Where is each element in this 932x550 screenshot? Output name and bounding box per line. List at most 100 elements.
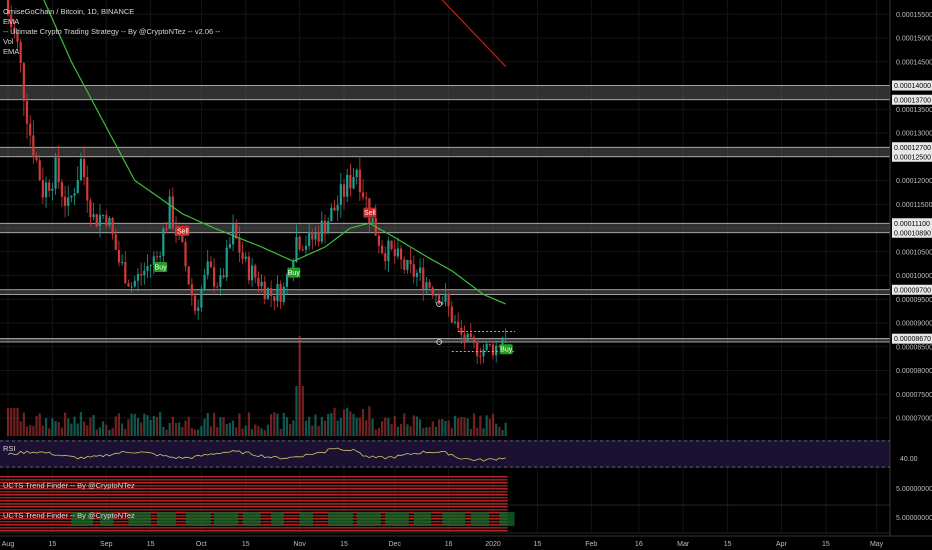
legend-strategy[interactable]: -- Ultimate Crypto Trading Strategy -- B… [3,27,221,36]
candle-body [390,240,393,250]
volume-bar [301,386,304,436]
legend-vol[interactable]: Vol [3,37,14,46]
volume-bar [466,418,469,436]
signal-label: Sell [364,210,376,217]
trend-stripe [356,512,381,526]
volume-bar [76,423,79,436]
volume-bar [488,418,491,436]
trend-stripe [0,506,508,508]
candle-body [140,274,143,276]
candle-body [155,256,159,258]
trend-pane-1 [0,476,890,506]
trend-pane-2-title[interactable]: UCTS Trend Finder -- By @CryptoNTez [3,511,135,520]
trend-stripe [328,512,354,526]
volume-bar [403,413,406,436]
candle-body [76,180,79,194]
volume-bar [200,425,203,436]
trend-stripe [442,512,466,526]
volume-bar [13,408,16,436]
volume-bar [254,424,257,436]
volume-bar [190,428,193,436]
candle-body [301,249,304,251]
trend-pane-2 [0,506,890,534]
level-tag [892,227,932,238]
volume-bar [206,412,209,436]
candle-body [73,193,76,196]
volume-bar [504,422,507,436]
candle-body [409,259,412,265]
volume-bar [384,417,387,436]
trend-stripe [0,485,508,487]
candle-body [38,160,41,181]
legend-ema[interactable]: EMA [3,17,20,26]
trend-stripe [0,503,508,505]
volume-bar [447,420,450,436]
signal-badge [176,225,190,236]
candle-body [146,266,149,271]
volume-bar [273,412,276,436]
level-tag-label: 0.00012500 [894,154,931,161]
level-tag [892,333,932,344]
rsi-pane-title[interactable]: RSI [3,444,16,453]
signal-label: Buy [155,264,168,271]
candle-body [469,333,472,338]
level-tag-label: 0.00012700 [894,145,931,152]
trend-stripe [413,512,432,526]
volume-bar [279,428,282,436]
volume-bar [216,427,219,436]
volume-bar [149,420,152,436]
legend-ema-2[interactable]: EMA [3,47,20,56]
volume-bar [323,420,327,436]
volume-bar [330,413,333,436]
candle-body [365,197,368,199]
candle-body [412,264,415,277]
candle-body [168,196,171,229]
chart-legend: OmiseGoChain / Bitcoin, 1D, BINANCE EMA … [3,7,220,57]
level-tag [892,80,932,91]
time-tick-label: 2020 [485,541,501,548]
candle-body [472,337,476,342]
volume-bar [298,336,301,436]
time-tick-label: 15 [242,541,250,548]
volume-bar [266,424,270,436]
candle-body [377,235,380,246]
price-tick-label: 0.00015500 [896,12,932,19]
time-tick-label: 16 [445,541,453,548]
candle-body [136,274,140,281]
trend-stripe [71,512,94,526]
trend-pane-1-title[interactable]: UCTS Trend Finder -- By @CryptoNTez [3,481,135,490]
candle-body [6,0,10,15]
volume-bar [130,413,133,436]
time-tick-label: Dec [389,541,402,548]
volume-bar [336,420,339,436]
candle-body [270,288,273,297]
volume-bar [282,412,285,436]
candle-body [450,306,453,323]
volume-bar [365,420,368,436]
trend-stripe [0,482,508,484]
volume-bar [390,424,393,436]
candle-body [339,184,342,206]
price-tick-label: 0.00009500 [896,297,932,304]
rsi-value-label: 40.00 [900,456,918,463]
candle-body [203,274,206,289]
candle-body [92,214,95,218]
candle-body [346,174,349,197]
signal-label: Buy [500,347,513,354]
signal-badge [287,267,301,278]
candle-body [171,196,174,229]
volume-bar [380,421,384,436]
volume-bar [181,427,184,436]
volume-bar [428,427,431,436]
candle-body [336,205,339,211]
symbol-title[interactable]: OmiseGoChain / Bitcoin, 1D, BINANCE [3,7,135,16]
volume-bar [453,415,457,436]
candle-body [225,247,228,278]
time-tick-label: 15 [340,541,348,548]
volume-bar [358,417,361,436]
trend-axis-label: 5.00000000 [896,515,932,522]
candle-body [266,288,270,299]
volume-bar [174,422,178,436]
volume-bar [67,418,70,436]
